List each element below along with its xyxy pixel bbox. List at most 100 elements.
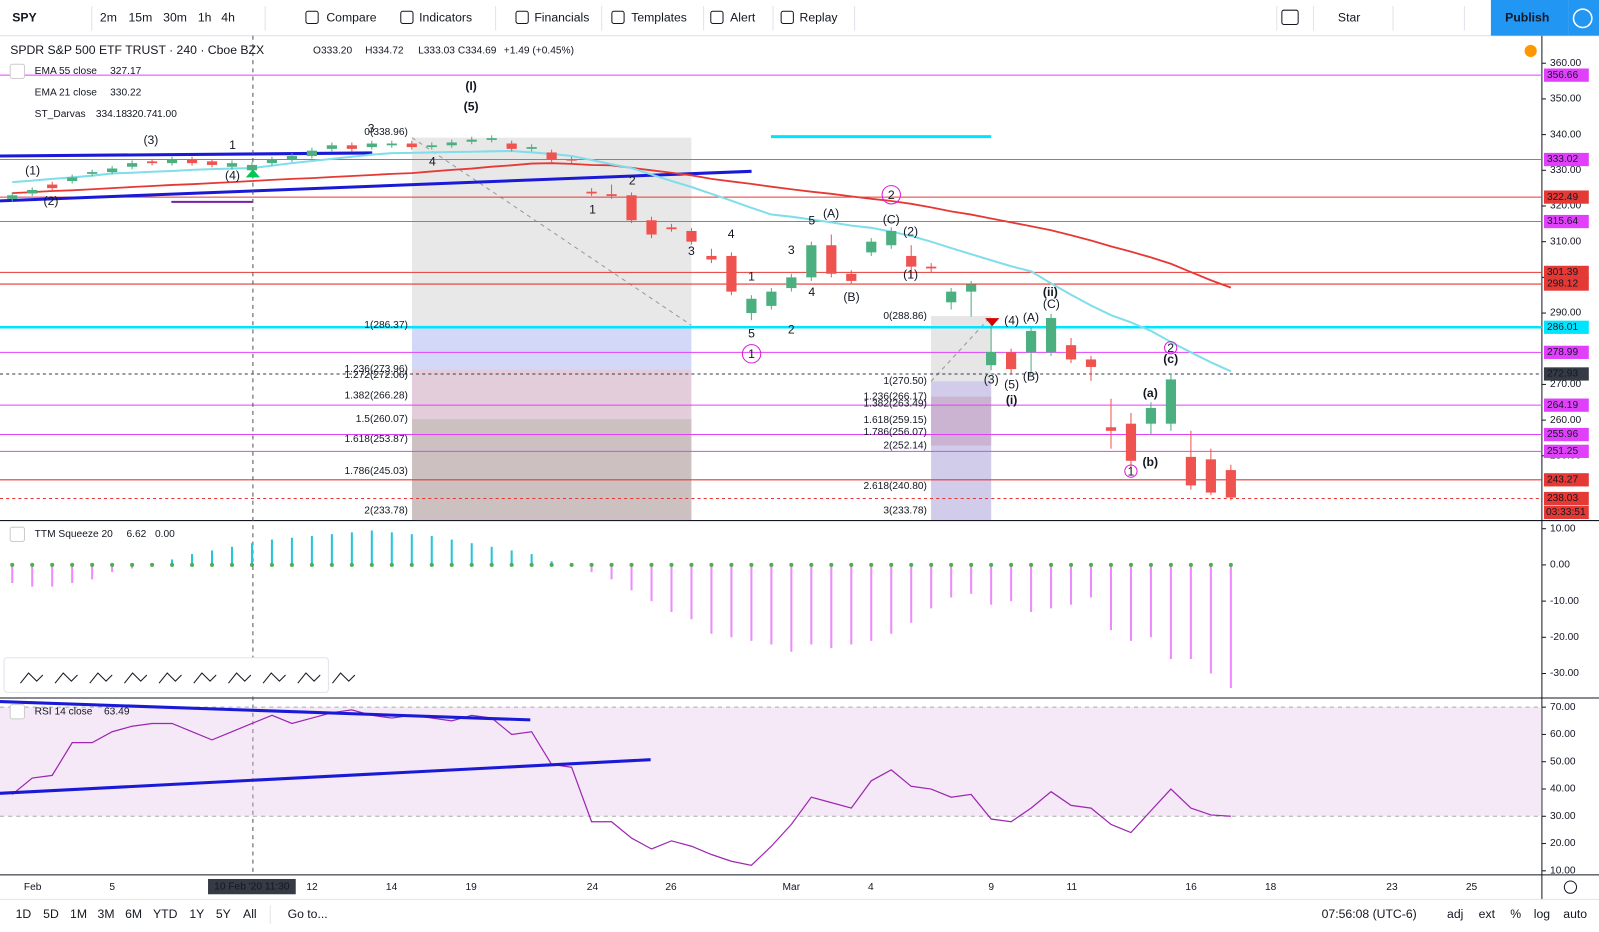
draw-tool[interactable] (54, 672, 78, 684)
range-button[interactable]: 1D (16, 907, 32, 921)
interval[interactable]: 1h (198, 11, 212, 25)
squeeze-dot (130, 562, 135, 567)
time-label: 11 (1066, 882, 1077, 893)
range-button[interactable]: 1Y (189, 907, 204, 921)
range-button[interactable]: 1M (70, 907, 87, 921)
candle-body (206, 161, 218, 165)
time-label: 16 (1185, 882, 1197, 893)
trendline (0, 758, 651, 795)
price-label: 330.00 (1550, 165, 1581, 176)
candle-body (606, 194, 617, 196)
settings[interactable] (1563, 880, 1578, 894)
draw-tool[interactable] (332, 672, 356, 684)
squeeze-dot (929, 562, 934, 567)
squeeze-dot (90, 562, 95, 567)
draw-tool[interactable] (89, 672, 113, 684)
range-button[interactable]: 6M (125, 907, 142, 921)
level-tag (1543, 68, 1589, 82)
level-tag (1543, 320, 1589, 334)
wave-label: 3 (688, 244, 695, 258)
squeeze-dot (1188, 562, 1193, 567)
squeeze-dot (150, 562, 155, 567)
draw-tool[interactable] (124, 672, 148, 684)
range-button[interactable]: 3M (98, 907, 115, 921)
axis-option[interactable]: log (1534, 907, 1551, 921)
toolbar-button[interactable]: Replay (800, 11, 839, 25)
draw-tool[interactable] (193, 672, 217, 684)
candle-body (646, 220, 657, 235)
wave-circled: 2 (888, 188, 895, 202)
candle-body (706, 255, 717, 260)
ohlc: C334.69 (458, 46, 497, 57)
toolbar-button[interactable]: Alert (730, 11, 756, 25)
candle-body (986, 351, 997, 366)
wave-label: (5) (464, 99, 479, 113)
rsi-tick-label: 20.00 (1550, 838, 1576, 849)
squeeze-tick-label: 0.00 (1550, 560, 1570, 571)
level-tag-label: 356.66 (1547, 70, 1578, 81)
interval[interactable]: 15m (128, 11, 152, 25)
wave-label: (B) (843, 290, 859, 304)
time-label: 5 (109, 882, 115, 893)
draw-tool[interactable] (228, 672, 252, 684)
candle-body (166, 159, 178, 164)
wave-label: (5) (1004, 378, 1019, 392)
star[interactable]: Star (1338, 11, 1360, 25)
draw-tool[interactable] (19, 672, 44, 684)
squeeze-dot (1068, 562, 1074, 567)
axis-option[interactable]: % (1510, 907, 1521, 921)
draw-tool[interactable] (262, 672, 286, 684)
toolbar-button[interactable]: Templates (631, 11, 687, 25)
alert-dot (1524, 44, 1537, 58)
publish[interactable]: Publish (1505, 11, 1549, 25)
wave-label: 4 (728, 227, 735, 241)
layout-icon[interactable] (1281, 9, 1299, 25)
time-label: Feb (24, 882, 42, 893)
toolbar-button[interactable]: Compare (326, 11, 376, 25)
level-tag (1543, 398, 1589, 412)
publish-bg[interactable] (1490, 0, 1569, 36)
interval[interactable]: 30m (163, 11, 187, 25)
candle-body (886, 230, 897, 246)
squeeze-name: TTM Squeeze 20 (35, 529, 113, 540)
wave-label: (1) (903, 268, 918, 282)
squeeze-dot (649, 562, 654, 567)
range-button[interactable]: 5Y (216, 907, 231, 921)
rsi-tick-label: 30.00 (1550, 811, 1576, 822)
fib-label: 1.618(253.87) (344, 434, 407, 445)
squeeze-dot (889, 562, 894, 567)
candle-body (27, 189, 38, 194)
interval[interactable]: 4h (221, 11, 235, 25)
goto[interactable]: Go to... (288, 907, 328, 921)
range-button[interactable]: All (243, 907, 257, 921)
wave-label: (b) (1142, 455, 1158, 469)
axis-option[interactable]: adj (1447, 907, 1463, 921)
time-label: 25 (1466, 882, 1478, 893)
draw-tool[interactable] (297, 672, 321, 684)
wave-circle (1124, 464, 1138, 478)
level-tag-label: 243.27 (1547, 475, 1578, 486)
toolbar-button[interactable]: Financials (534, 11, 589, 25)
collapse[interactable] (9, 63, 25, 80)
fib-box (931, 381, 992, 521)
range-button[interactable]: 5D (43, 907, 59, 921)
fib-label: 2(252.14) (883, 440, 927, 451)
rsi-name: RSI 14 close (35, 706, 93, 717)
interval[interactable]: 2m (100, 11, 117, 25)
axis-option[interactable]: ext (1479, 907, 1496, 921)
squeeze-dot (170, 562, 175, 567)
candle-body (1105, 427, 1117, 431)
wave-label: (ii) (1043, 285, 1058, 299)
axis-option[interactable]: auto (1563, 907, 1587, 921)
symbol[interactable]: SPY (12, 11, 36, 25)
draw-tool[interactable] (158, 672, 182, 684)
collapse[interactable] (9, 526, 25, 542)
study-value: 320.74 (126, 109, 157, 120)
collapse[interactable] (9, 704, 25, 720)
toolbar-button[interactable]: Indicators (419, 11, 472, 25)
level-tag-label: 251.25 (1547, 446, 1578, 457)
range-button[interactable]: YTD (153, 907, 178, 921)
fib-box (411, 369, 692, 521)
study-value: 327.17 (110, 66, 141, 77)
